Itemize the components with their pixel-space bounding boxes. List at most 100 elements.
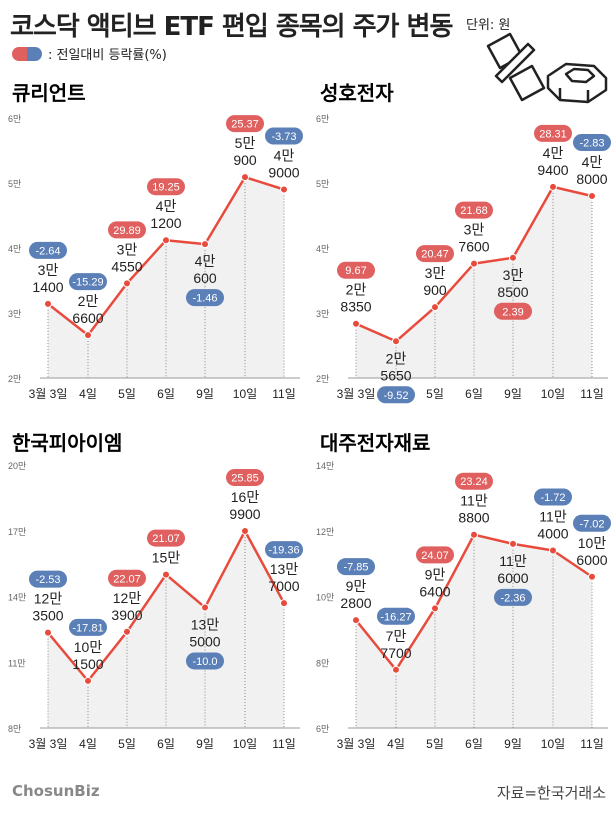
data-point — [431, 604, 439, 613]
value-label: 6000 — [576, 552, 607, 568]
data-point — [470, 530, 478, 539]
value-label: 16만 — [231, 489, 260, 505]
change-badge: 29.89 — [108, 221, 146, 239]
change-label: 9.67 — [345, 265, 366, 277]
x-tick-label: 11일 — [272, 387, 296, 401]
y-tick-label: 5만 — [8, 179, 21, 189]
value-label: 6400 — [419, 583, 450, 599]
change-badge: 22.07 — [108, 569, 146, 587]
percent-coin-icon — [486, 32, 608, 104]
data-point — [44, 628, 52, 637]
x-tick-label: 5일 — [426, 387, 444, 401]
value-label: 10만 — [578, 535, 607, 551]
change-badge: 28.31 — [534, 124, 572, 142]
value-label: 3900 — [111, 607, 142, 623]
data-point — [241, 526, 249, 535]
brand-logo: ChosunBiz — [12, 782, 100, 800]
change-label: -9.52 — [383, 390, 408, 402]
value-label: 1200 — [150, 215, 181, 231]
change-badge: -10.0 — [186, 652, 224, 670]
x-tick-label: 9일 — [196, 387, 214, 401]
value-label: 2만 — [386, 350, 407, 366]
data-point — [549, 182, 557, 191]
value-label: 12만 — [113, 590, 142, 606]
x-tick-label: 5일 — [426, 737, 444, 751]
chart-title: 한국피아이엠 — [12, 431, 122, 455]
y-tick-label: 11만 — [8, 658, 26, 668]
x-tick-label: 6일 — [465, 387, 483, 401]
change-label: -19.36 — [268, 545, 299, 557]
value-label: 2만 — [346, 282, 367, 298]
value-label: 3만 — [117, 241, 138, 257]
data-point — [201, 603, 209, 612]
x-tick-label: 5일 — [118, 387, 136, 401]
value-label: 10만 — [74, 639, 103, 655]
value-label: 2만 — [78, 293, 99, 309]
change-badge: -2.53 — [29, 570, 67, 588]
value-label: 4550 — [111, 258, 142, 274]
value-label: 8000 — [576, 171, 607, 187]
x-tick-label: 3월 3일 — [29, 387, 68, 401]
y-tick-label: 5만 — [316, 179, 329, 189]
data-point — [123, 279, 131, 288]
change-label: -2.64 — [35, 245, 60, 257]
value-label: 3만 — [425, 265, 446, 281]
value-label: 11만 — [460, 493, 488, 509]
data-point — [431, 303, 439, 312]
y-tick-label: 8만 — [8, 724, 21, 734]
value-label: 4만 — [156, 198, 177, 214]
y-tick-label: 14만 — [316, 461, 334, 471]
data-point — [280, 599, 288, 608]
change-badge: -7.02 — [573, 514, 611, 532]
y-tick-label: 17만 — [8, 527, 26, 537]
change-badge: -9.52 — [377, 386, 415, 404]
value-label: 15만 — [152, 550, 181, 566]
value-label: 4만 — [582, 154, 603, 170]
value-label: 9만 — [346, 578, 367, 594]
legend: : 전일대비 등락률(%) — [12, 44, 167, 63]
y-tick-label: 6만 — [8, 114, 21, 124]
y-tick-label: 2만 — [8, 374, 21, 384]
x-tick-label: 10일 — [541, 387, 565, 401]
change-label: 21.07 — [152, 533, 180, 545]
data-point — [549, 546, 557, 555]
x-tick-label: 6일 — [465, 737, 483, 751]
data-point — [201, 240, 209, 249]
chart-pim: 한국피아이엠 8만 11만 14만 17만 20만 3월 3일 4일 5일 6일 9일 10일 11일 1… — [0, 420, 308, 770]
value-label: 11만 — [499, 553, 527, 569]
change-label: -7.85 — [343, 562, 368, 574]
data-point — [470, 259, 478, 268]
change-label: -2.53 — [35, 574, 60, 586]
change-label: 25.85 — [231, 472, 259, 484]
change-label: 29.89 — [113, 225, 141, 237]
value-label: 2800 — [340, 595, 371, 611]
x-tick-label: 3월 3일 — [337, 387, 376, 401]
value-label: 4000 — [537, 525, 568, 541]
change-label: -17.81 — [72, 622, 103, 634]
change-badge: 21.68 — [455, 201, 493, 219]
data-point — [241, 173, 249, 182]
value-label: 1500 — [72, 656, 103, 672]
chart-curient: 큐리언트 2만 3만 4만 5만 6만 3월 3일 4일 5일 6일 9일 10일 11일 3만 1400-… — [0, 70, 308, 415]
y-tick-label: 4만 — [316, 244, 329, 254]
change-badge: 21.07 — [147, 529, 185, 547]
y-tick-label: 20만 — [8, 461, 26, 471]
data-point — [44, 299, 52, 308]
change-label: 2.39 — [502, 306, 523, 318]
x-tick-label: 10일 — [233, 387, 257, 401]
change-badge: -2.36 — [494, 588, 532, 606]
value-label: 9만 — [425, 566, 446, 582]
value-label: 900 — [423, 282, 447, 298]
change-label: 24.07 — [421, 550, 449, 562]
x-tick-label: 4일 — [79, 737, 97, 751]
change-badge: 20.47 — [416, 245, 454, 263]
data-point — [84, 331, 92, 340]
value-label: 7700 — [380, 645, 411, 661]
change-badge: -3.73 — [265, 127, 303, 145]
page-title: 코스닥 액티브 ETF 편입 종목의 주가 변동 — [10, 12, 453, 42]
value-label: 13만 — [270, 561, 299, 577]
data-point — [392, 665, 400, 674]
value-label: 7만 — [386, 628, 407, 644]
x-tick-label: 11일 — [580, 387, 604, 401]
